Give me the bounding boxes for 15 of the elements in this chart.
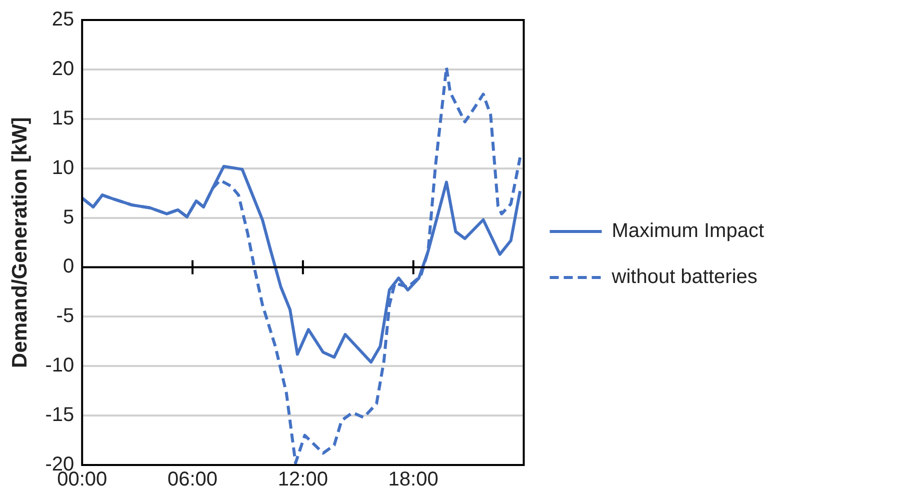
y-tick-label: 10 bbox=[52, 156, 74, 179]
y-tick-label: 15 bbox=[52, 107, 74, 130]
x-tick-label: 12:00 bbox=[278, 468, 328, 491]
legend-label: without batteries bbox=[610, 266, 758, 288]
y-tick-label: 0 bbox=[62, 256, 74, 278]
y-tick-label: -5 bbox=[56, 305, 74, 328]
y-tick-label: -10 bbox=[45, 354, 74, 377]
y-tick-label: 25 bbox=[52, 8, 74, 31]
y-tick-label: -15 bbox=[45, 404, 74, 426]
y-tick-label: 5 bbox=[62, 206, 74, 228]
x-tick-label: 18:00 bbox=[388, 468, 438, 491]
x-tick-label: 06:00 bbox=[167, 468, 218, 491]
y-axis-title: Demand/Generation [kW] bbox=[8, 117, 32, 368]
y-tick-label: 20 bbox=[52, 58, 74, 80]
legend-label: Maximum Impact bbox=[612, 220, 764, 242]
